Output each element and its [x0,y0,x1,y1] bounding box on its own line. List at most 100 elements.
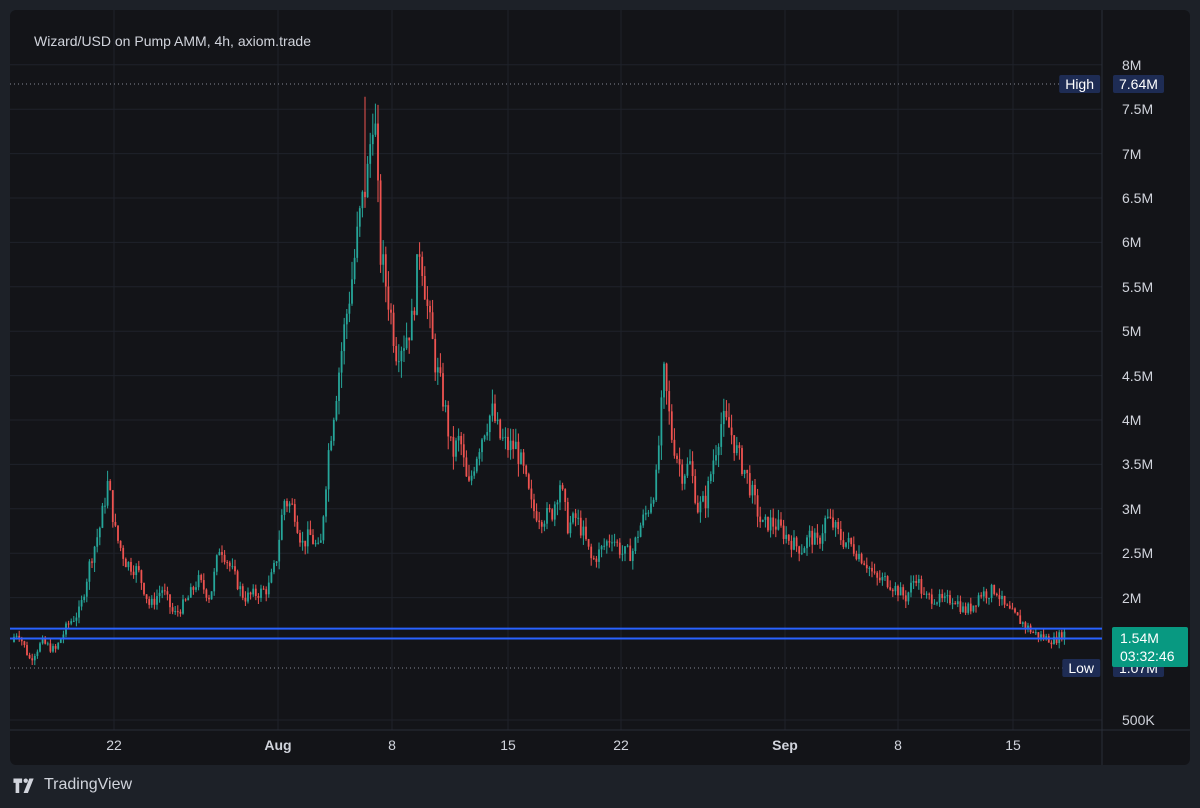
candle [179,609,182,617]
candle [741,445,743,476]
candle [410,298,413,341]
candle [325,486,327,523]
candle [860,552,863,565]
candle [286,498,288,513]
candle [590,543,593,566]
candle [611,534,613,552]
candle [18,630,21,642]
candle [192,585,195,595]
candle [533,493,535,519]
candle [842,531,845,550]
candle [187,595,190,601]
candle [637,530,639,543]
candle [915,574,918,587]
candle [260,584,262,602]
candle [904,590,907,609]
candle [990,583,993,603]
candle [826,509,829,520]
candle [678,447,681,477]
candle [530,479,533,509]
candle [730,414,733,445]
candle [93,545,96,572]
candle [413,307,416,321]
candle [101,502,104,529]
candle [941,589,944,603]
candle [72,616,75,623]
candle [247,587,249,604]
candle [608,534,611,548]
y-tick-label: 7.5M [1122,101,1154,118]
candle [785,526,788,544]
candle [169,594,171,614]
candle [507,428,509,458]
candle [447,400,450,450]
candle [972,605,975,613]
candle [1006,603,1009,607]
candle [88,559,91,590]
candle [418,242,421,270]
candle [782,519,785,545]
candle [36,649,39,659]
candle [738,442,741,460]
candle [626,544,629,548]
candle [249,591,252,600]
candle [262,585,265,590]
candle [837,518,840,535]
candle [829,508,832,519]
price-chart[interactable] [10,10,1190,765]
candle [702,491,704,503]
candle [228,560,231,572]
candle [806,534,808,556]
candle [933,599,936,605]
candle [345,309,348,339]
candle [184,598,187,602]
candle [1045,633,1048,641]
x-tick-label: 22 [613,737,629,753]
candle [954,601,957,605]
candle [808,525,811,547]
x-tick-label: 8 [894,737,902,753]
candle [41,635,44,645]
candle [332,417,335,446]
candle [137,560,140,573]
candle [816,524,819,545]
candle [283,499,286,521]
candle [993,584,996,596]
candle [548,504,551,513]
candle [62,630,65,644]
y-tick-label: 2.5M [1122,545,1154,562]
candle [938,589,941,607]
candle [647,509,650,517]
candle [403,335,405,362]
tradingview-footer[interactable]: TradingView [12,776,132,794]
candle [475,456,478,474]
candle [104,497,106,514]
candle [551,508,554,522]
candle [158,585,161,603]
candle [231,558,234,570]
candle [390,303,392,325]
grid [10,10,1102,730]
candle [889,580,892,591]
candle [871,561,873,578]
candle [335,395,338,422]
candle [59,638,62,644]
candle [800,544,803,556]
candle [754,479,756,505]
candle [111,489,114,528]
candle [122,545,125,566]
x-tick-label: 8 [388,737,396,753]
candle [119,540,122,552]
candle [44,636,47,645]
candle [416,254,418,316]
candle [585,517,587,541]
y-tick-label: 6M [1122,234,1142,251]
candle [673,428,676,459]
candle [618,538,621,559]
tradingview-brand: TradingView [44,776,133,793]
candle [288,501,291,513]
candle [821,524,824,551]
candle [793,530,795,551]
candle [696,495,699,514]
candle [244,591,247,606]
